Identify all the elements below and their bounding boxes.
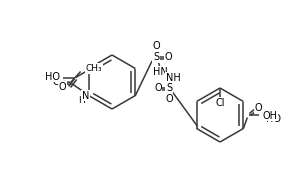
- Text: O: O: [255, 102, 262, 112]
- Text: O: O: [59, 82, 67, 91]
- Text: O: O: [152, 41, 160, 51]
- Text: NH: NH: [166, 73, 180, 83]
- Text: Cl: Cl: [215, 98, 225, 108]
- Text: S: S: [166, 83, 172, 93]
- Text: HO: HO: [45, 71, 60, 82]
- Text: N: N: [82, 91, 89, 100]
- Text: O: O: [165, 94, 173, 104]
- Text: OH: OH: [262, 111, 278, 120]
- Text: CH₃: CH₃: [86, 64, 102, 73]
- Text: O: O: [154, 83, 162, 93]
- Text: H: H: [78, 96, 85, 105]
- Text: S: S: [153, 52, 159, 62]
- Text: O: O: [53, 76, 60, 87]
- Text: O: O: [164, 52, 172, 62]
- Text: HO: HO: [266, 114, 282, 123]
- Text: HN: HN: [153, 67, 167, 77]
